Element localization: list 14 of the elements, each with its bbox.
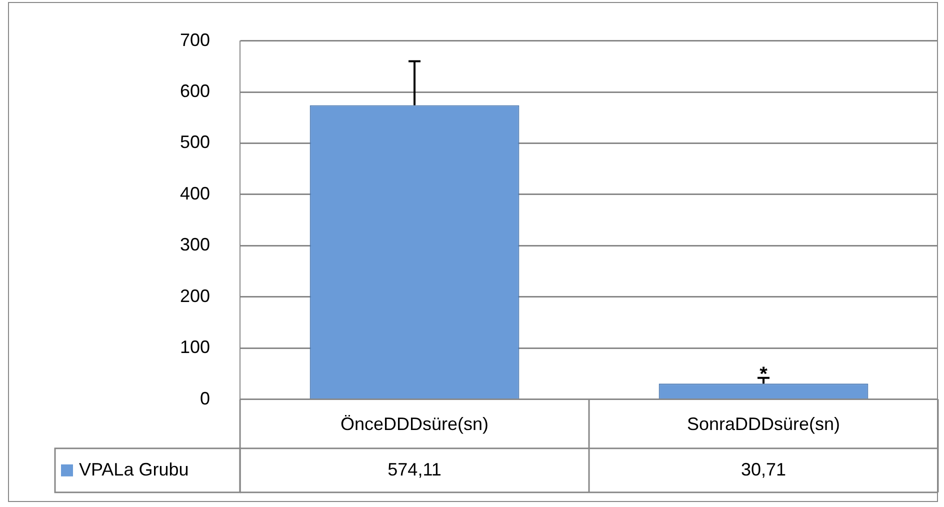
data-label: 30,71 [740, 459, 786, 480]
y-tick-label: 700 [180, 30, 210, 50]
legend-label: VPALa Grubu [79, 459, 189, 480]
x-tick-label: ÖnceDDDsüre(sn) [340, 414, 489, 434]
y-tick-label: 100 [180, 337, 210, 358]
y-tick-label: 400 [180, 183, 210, 204]
annotation: * [760, 363, 768, 386]
y-tick-label: 600 [180, 80, 210, 101]
y-tick-label: 200 [180, 286, 210, 306]
x-tick-label: SonraDDDsüre(sn) [686, 414, 840, 434]
data-label: 574,11 [388, 459, 442, 480]
y-tick-label: 300 [180, 234, 210, 255]
y-tick-label: 500 [180, 132, 210, 152]
y-tick-label: 0 [200, 388, 210, 408]
